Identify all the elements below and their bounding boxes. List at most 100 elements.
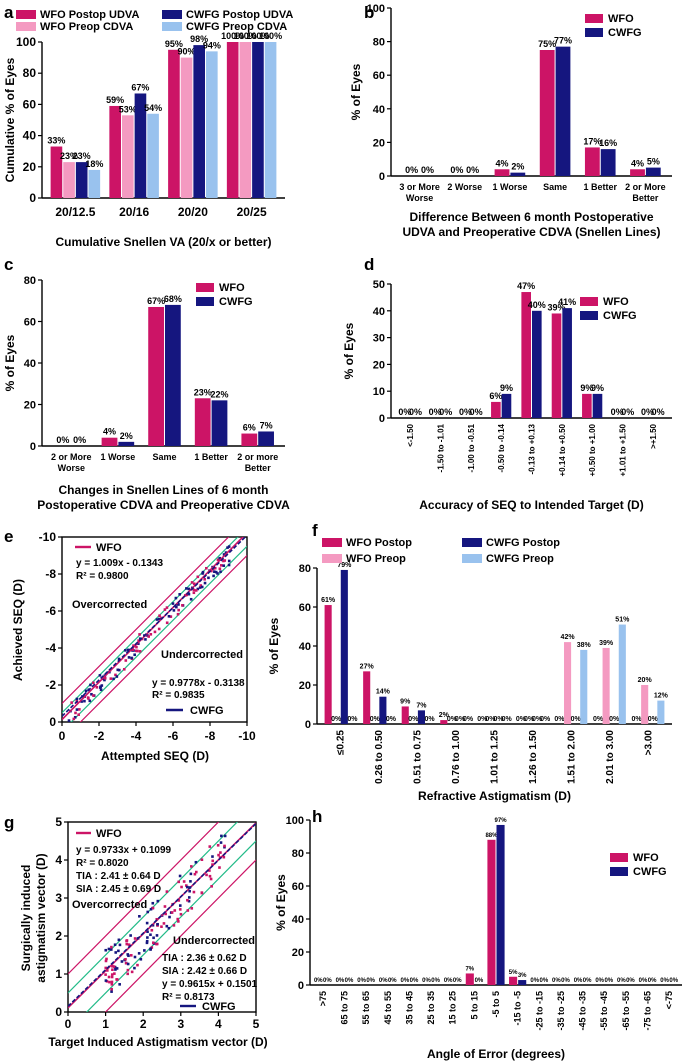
x-tick-label: -75 to -65: [643, 991, 653, 1031]
data-point: [138, 650, 142, 653]
data-label: 0%: [463, 716, 474, 723]
data-point: [208, 874, 212, 878]
data-label: 0%: [345, 978, 354, 984]
data-label: 0%: [56, 435, 69, 445]
data-point: [158, 614, 161, 618]
data-point: [146, 930, 149, 934]
data-point: [157, 627, 161, 631]
data-label: 0%: [669, 978, 678, 984]
y-tick-label: 80: [23, 66, 37, 80]
data-point: [114, 951, 118, 954]
data-point: [200, 585, 204, 589]
x-tick-label: -8: [205, 729, 216, 743]
x-tick-label: 1 Better: [583, 182, 617, 192]
data-point: [185, 884, 188, 887]
legend-swatch: [196, 297, 214, 306]
data-point: [75, 697, 79, 701]
data-label: 0%: [470, 407, 483, 417]
data-point: [227, 545, 231, 548]
data-point: [116, 978, 119, 981]
bar: [562, 308, 572, 418]
x-tick-label: 0.26 to 0.50: [374, 730, 385, 784]
x-axis-label: Refractive Astigmatism (D): [418, 789, 571, 803]
data-label: 7%: [465, 966, 474, 972]
x-tick-label: 3: [177, 1017, 184, 1031]
legend-entry: WFO: [608, 13, 634, 25]
panel-label: h: [312, 807, 322, 826]
data-point: [132, 644, 135, 647]
x-tick-label: 4: [215, 1017, 222, 1031]
bar: [417, 710, 425, 724]
bar: [551, 313, 562, 418]
data-label: 0%: [493, 716, 504, 723]
y-tick-label: 2: [55, 929, 62, 943]
data-label: 0%: [540, 716, 551, 723]
panel-label: f: [312, 521, 318, 540]
x-tick-label: Better: [245, 463, 272, 473]
data-point: [128, 648, 131, 652]
data-point: [149, 907, 153, 911]
y-tick-label: 60: [299, 602, 311, 614]
legend-swatch: [16, 22, 36, 31]
x-tick-label: -10: [238, 729, 256, 743]
bar: [487, 839, 496, 985]
data-label: 0%: [398, 407, 411, 417]
data-point: [124, 649, 127, 652]
data-label: 23%: [73, 151, 91, 161]
regression-line: [62, 537, 247, 717]
data-point: [136, 963, 139, 967]
data-point: [133, 966, 136, 970]
data-point: [67, 719, 71, 722]
data-point: [113, 943, 117, 947]
tolerance-line: [68, 822, 220, 975]
data-point: [187, 899, 191, 903]
y-axis-label: % of Eyes: [274, 874, 288, 931]
legend-swatch: [322, 538, 342, 547]
data-point: [137, 952, 141, 955]
bar: [532, 310, 542, 418]
data-point: [107, 947, 111, 951]
legend-entry: WFO Preop CDVA: [40, 21, 133, 33]
panel-g: g 00 1 1 2 2 3 3 4 4 5 5 WFO y = 0.9733x + 0.1099 R² =…: [4, 813, 268, 1049]
data-point: [109, 677, 113, 680]
data-point: [192, 591, 196, 595]
data-point: [117, 938, 121, 942]
data-label: 5%: [509, 970, 518, 976]
data-label: 0%: [409, 407, 422, 417]
y-tick-label: 40: [373, 104, 385, 116]
data-point: [176, 917, 180, 921]
y-tick-label: 0: [29, 191, 36, 205]
data-point: [146, 936, 149, 939]
data-label: 68%: [164, 294, 182, 304]
data-point: [83, 699, 86, 703]
x-axis-label: Accuracy of SEQ to Intended Target (D): [419, 498, 643, 512]
data-point: [75, 708, 79, 711]
data-point: [218, 567, 222, 571]
y-tick-label: 40: [373, 306, 385, 318]
data-point: [174, 596, 178, 600]
data-point: [74, 711, 77, 715]
legend-entry: CWFG: [219, 296, 253, 308]
y-tick-label: -8: [45, 567, 56, 581]
data-point: [223, 834, 227, 838]
x-tick-label: -0.13 to +0.13: [528, 423, 537, 474]
bar: [168, 49, 180, 198]
data-point: [172, 609, 176, 612]
x-tick-label: -55 to -45: [599, 991, 609, 1031]
data-point: [103, 676, 107, 680]
data-point: [210, 569, 213, 573]
data-point: [218, 866, 221, 869]
data-point: [110, 975, 114, 979]
panel-label: c: [4, 255, 13, 274]
data-point: [84, 689, 88, 693]
data-point: [201, 570, 205, 574]
data-label: 0%: [323, 978, 332, 984]
bar: [465, 973, 474, 985]
data-point: [139, 957, 143, 961]
x-tick-label: 45 to 55: [383, 991, 393, 1025]
data-point: [222, 559, 225, 563]
y-tick-label: 20: [292, 947, 304, 959]
data-point: [126, 962, 130, 966]
data-label: 12%: [654, 693, 669, 700]
data-point: [134, 649, 138, 653]
